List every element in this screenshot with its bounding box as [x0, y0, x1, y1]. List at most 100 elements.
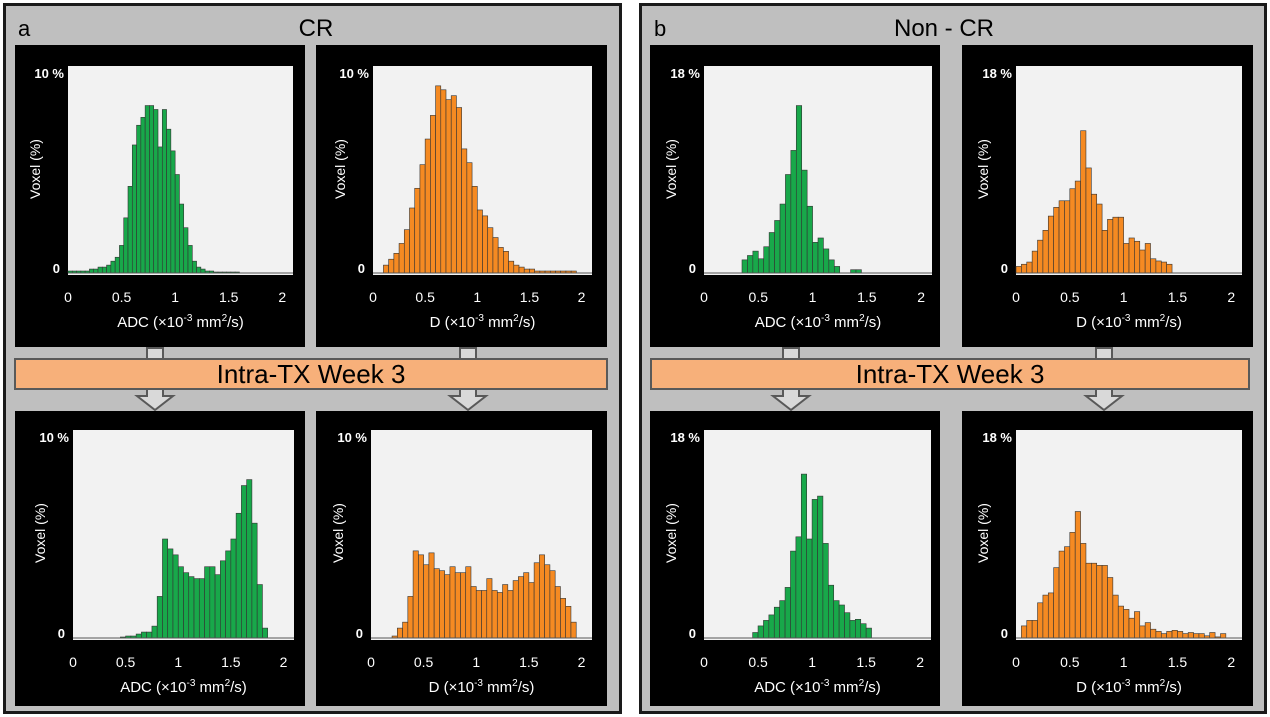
histogram-bar	[106, 264, 112, 274]
x-tick-label: 1.5	[519, 654, 539, 670]
histogram-bar	[1085, 167, 1092, 274]
histogram-bar	[1198, 633, 1205, 639]
histogram-bar	[183, 572, 190, 639]
x-axis-label-part: -3	[1121, 313, 1131, 324]
histogram-bar	[403, 229, 410, 274]
x-tick-label: 0.5	[1060, 289, 1080, 305]
histogram-bar	[1166, 263, 1173, 274]
histogram-bar	[1128, 237, 1135, 274]
histogram-bar	[774, 220, 781, 274]
histogram-bar	[1150, 628, 1157, 639]
histogram-bar	[1112, 216, 1119, 274]
x-axis-label-part: -3	[820, 678, 830, 689]
histogram-bar	[193, 578, 200, 639]
histogram-bar	[1193, 633, 1200, 639]
x-axis-label-part: 2	[512, 678, 518, 689]
x-tick-label: 0	[700, 654, 708, 670]
x-tick-label: 1.5	[519, 289, 540, 305]
histogram-bars	[704, 473, 931, 639]
histogram-bar	[1160, 261, 1167, 274]
histogram-bar	[822, 543, 829, 639]
y-axis-label: Voxel (%)	[975, 138, 991, 199]
histogram-bar	[1209, 632, 1216, 639]
histogram-bar	[1150, 258, 1157, 274]
histogram-bar	[1074, 180, 1081, 274]
x-axis-label-part: /s)	[230, 679, 247, 696]
histogram-bar	[144, 105, 150, 274]
panel-letter-b: b	[654, 16, 667, 41]
histogram-bar	[486, 578, 493, 639]
x-tick-label: 0.5	[1060, 654, 1080, 670]
x-axis-label-part: -3	[475, 313, 484, 324]
x-tick-label: 0	[369, 289, 377, 305]
histogram-bar	[1058, 200, 1065, 274]
x-axis-label: ADC (×10-3 mm2/s)	[704, 678, 931, 696]
histogram-bars	[1016, 511, 1242, 639]
histogram-bar	[795, 536, 802, 639]
x-tick-label: 1	[171, 289, 180, 305]
histogram-bar	[779, 203, 786, 274]
histogram-bar	[435, 85, 442, 274]
histogram-bar	[817, 237, 824, 274]
histogram-bar	[449, 566, 456, 639]
panel-letter-a: a	[18, 16, 31, 41]
histogram-bar	[407, 596, 414, 639]
x-axis-label-part: -3	[474, 678, 483, 689]
x-tick-label: 2	[577, 289, 586, 305]
histogram-bar	[800, 473, 807, 639]
histogram-bar	[1160, 633, 1167, 639]
histogram-bar	[1069, 188, 1076, 274]
histogram-bar	[412, 550, 419, 639]
histogram-bar	[1220, 633, 1227, 639]
histogram-bar	[1144, 622, 1151, 639]
histogram-bar	[1144, 243, 1151, 274]
histogram-bar	[812, 242, 819, 274]
x-tick-label: 0	[700, 289, 708, 305]
histogram-bar	[136, 124, 142, 274]
y-top-label: 18 %	[670, 66, 700, 81]
chart-a-pre-adc: 10 % 0 Voxel (%) 0 0.5 1 1.5 2 ADC (×10-3 mm2/s)	[15, 45, 305, 347]
histogram-bar	[518, 266, 525, 274]
histogram-bar	[838, 604, 845, 639]
x-axis-label-part: mm	[1130, 314, 1160, 331]
histogram-bars	[704, 105, 932, 274]
x-axis-label-part: D (×10	[428, 679, 475, 696]
y-axis-label: Voxel (%)	[663, 138, 679, 199]
histogram-bar	[183, 227, 189, 274]
histogram-bar	[554, 586, 561, 639]
x-axis-label-part: D (×10	[1076, 679, 1122, 696]
histogram-bar	[423, 564, 430, 639]
panel-title-cr: CR	[298, 15, 334, 42]
histogram-bar	[528, 582, 535, 639]
histogram-bar	[461, 148, 468, 274]
histogram-bar	[1042, 594, 1049, 639]
histogram-bar	[1080, 130, 1087, 274]
histogram-bar	[440, 89, 447, 274]
x-tick-label: 2	[279, 654, 288, 670]
histogram-bar	[560, 598, 566, 639]
histogram-bar	[398, 243, 405, 274]
histogram-bar	[773, 606, 780, 639]
histogram-bar	[790, 550, 797, 639]
histogram-bar	[1037, 239, 1044, 274]
histogram-bar	[141, 631, 147, 639]
histogram-bar	[1171, 630, 1178, 639]
histogram-bar	[101, 266, 107, 274]
histogram-bar	[470, 586, 477, 639]
histogram-bar	[220, 560, 226, 639]
x-axis-label: D (×10-3 mm2/s)	[1016, 678, 1242, 696]
intra-tx-band-non-cr: Intra-TX Week 3	[650, 358, 1250, 390]
histogram-bar	[491, 590, 498, 639]
histogram-bar	[140, 117, 146, 274]
histogram-bar	[1096, 565, 1103, 639]
histogram-bar	[860, 623, 867, 639]
histogram-bar	[424, 138, 431, 274]
histogram-bar	[529, 268, 535, 274]
x-axis-label-part: mm	[195, 679, 225, 696]
x-tick-label: 0	[1012, 289, 1020, 305]
histogram-bar	[246, 479, 253, 639]
x-tick-label: 1.5	[1167, 289, 1188, 305]
histogram-bar	[1091, 562, 1098, 639]
histogram-bar	[388, 258, 395, 274]
histogram-bar	[1134, 240, 1141, 274]
